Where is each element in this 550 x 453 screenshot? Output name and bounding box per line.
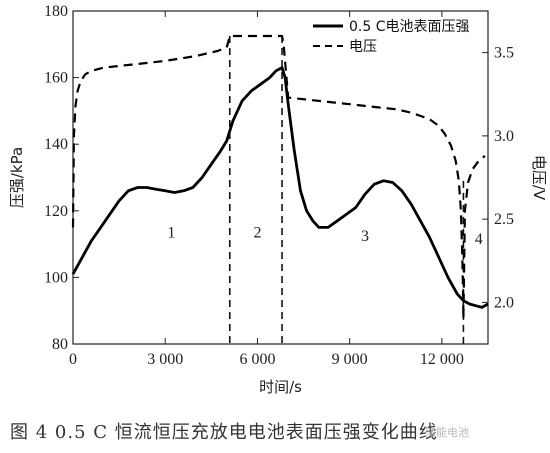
x-tick-label: 9 000 [332,351,368,368]
phase-label: 1 [167,224,175,241]
legend: 0.5 C电池表面压强 电压 [313,19,470,55]
legend-label-pressure: 0.5 C电池表面压强 [349,19,470,35]
phase-label: 4 [475,231,483,248]
legend-label-voltage: 电压 [349,39,377,55]
x-tick-label: 12 000 [420,351,464,368]
figure-caption: 图 4 0.5 C 恒流恒压充放电电池表面压强变化曲线 [10,422,438,443]
plot-border [72,10,489,345]
y-left-tick-label: 180 [44,3,68,20]
x-tick-label: 0 [69,351,77,368]
y-left-tick-label: 120 [44,203,68,220]
watermark: 储能电池 [425,426,469,439]
y-axis-right-label: 电压/V [530,155,548,201]
y-right-tick-label: 3.0 [494,128,514,145]
voltage-series-line [71,34,486,321]
y-right-tick-label: 3.5 [494,45,514,62]
labels-layer: 时间/s 压强/kPa 电压/V [8,147,548,396]
ticks-layer: 0 3 000 6 000 9 000 12 000 80 100 120 140 160 180 2… [44,3,514,368]
y-left-tick-label: 100 [44,269,68,286]
x-axis-label: 时间/s [259,378,302,396]
phase-label: 3 [361,228,369,245]
phase-labels: 1 2 3 4 [167,224,482,248]
y-left-tick-label: 80 [52,336,68,353]
x-tick-label: 6 000 [239,351,275,368]
pressure-series-line [71,66,489,309]
y-axis-left-label: 压强/kPa [8,147,26,208]
series-layer [71,34,489,321]
y-right-tick-label: 2.5 [494,211,514,228]
y-left-tick-label: 160 [44,70,68,87]
y-left-tick-label: 140 [44,136,68,153]
x-tick-label: 3 000 [147,351,183,368]
y-right-tick-label: 2.0 [494,294,514,311]
phase-label: 2 [253,224,261,241]
plot-frame [72,10,489,345]
